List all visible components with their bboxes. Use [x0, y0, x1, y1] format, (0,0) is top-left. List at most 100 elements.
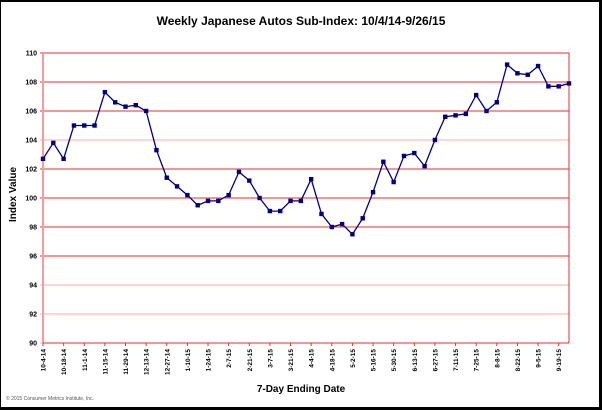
data-series — [40, 62, 572, 237]
data-point-marker — [51, 140, 56, 146]
chart-title: Weekly Japanese Autos Sub-Index: 10/4/14… — [156, 14, 446, 28]
data-point-marker — [71, 123, 77, 128]
data-point-marker — [525, 72, 530, 77]
data-point-marker — [61, 156, 66, 162]
y-axis-ticks: 90 92 94 96 98 100 102 104 106 108 110 — [25, 51, 37, 348]
y-tick-label: 94 — [29, 283, 37, 290]
frame-top-border — [0, 0, 602, 2]
series-line — [42, 63, 570, 236]
data-point-marker — [391, 179, 396, 185]
x-tick-label: 10-4-14 — [41, 349, 48, 372]
data-point-marker — [308, 176, 314, 182]
data-point-marker — [102, 89, 108, 95]
x-axis-label: 7-Day Ending Date — [256, 384, 346, 395]
data-point-marker — [226, 192, 231, 198]
y-tick-label: 96 — [29, 254, 37, 261]
data-point-marker — [319, 211, 324, 217]
x-tick-label: 3-21-15 — [288, 349, 295, 372]
data-point-marker — [412, 150, 417, 156]
data-point-marker — [432, 137, 438, 143]
x-tick-label: 12-27-14 — [164, 349, 171, 375]
data-point-marker — [453, 113, 458, 118]
x-tick-label: 11-1-14 — [82, 349, 89, 371]
x-tick-label: 4-4-15 — [309, 349, 316, 368]
data-point-marker — [473, 92, 479, 98]
data-point-marker — [133, 103, 139, 108]
data-point-marker — [556, 84, 561, 89]
x-tick-label: 5-30-15 — [391, 349, 398, 372]
gridlines — [40, 52, 570, 344]
y-tick-label: 92 — [29, 312, 37, 319]
data-point-marker — [195, 203, 200, 208]
data-point-marker — [205, 198, 211, 204]
x-tick-label: 7-11-15 — [453, 349, 460, 371]
x-tick-label: 9-5-15 — [536, 349, 543, 368]
x-tick-label: 1-24-15 — [206, 349, 213, 372]
x-tick-label: 8-8-15 — [494, 349, 501, 368]
y-tick-label: 108 — [25, 80, 37, 87]
data-point-marker — [82, 123, 87, 128]
x-tick-label: 1-10-15 — [185, 349, 192, 372]
y-tick-label: 102 — [25, 167, 37, 174]
x-tick-label: 2-21-15 — [247, 349, 254, 372]
x-tick-label: 5-16-15 — [371, 349, 378, 372]
data-point-marker — [40, 156, 46, 162]
data-point-marker — [484, 108, 489, 114]
data-point-marker — [267, 208, 273, 214]
copyright-notice: © 2015 Consumer Metrics Institute, Inc. — [6, 396, 94, 402]
data-point-marker — [360, 216, 365, 221]
data-point-marker — [370, 190, 376, 195]
data-point-marker — [164, 175, 169, 180]
data-point-marker — [247, 178, 252, 183]
y-tick-label: 100 — [25, 196, 37, 203]
data-point-marker — [174, 184, 180, 189]
data-point-marker — [329, 224, 334, 230]
y-tick-label: 106 — [25, 109, 37, 116]
data-point-marker — [216, 198, 221, 204]
y-tick-label: 110 — [26, 51, 37, 58]
data-point-marker — [288, 198, 293, 204]
x-tick-label: 9-19-15 — [556, 349, 563, 372]
data-point-marker — [112, 100, 118, 105]
data-point-marker — [381, 159, 386, 164]
x-tick-label: 4-18-15 — [329, 349, 336, 372]
y-tick-label: 104 — [25, 138, 37, 145]
data-point-marker — [123, 104, 128, 109]
x-axis-ticks: 10-4-14 10-18-14 11-1-14 11-15-14 11-29-14 12… — [41, 343, 563, 375]
x-tick-label: 12-13-14 — [144, 349, 151, 375]
data-point-marker — [566, 81, 572, 86]
x-tick-label: 11-29-14 — [123, 349, 130, 375]
data-point-marker — [185, 192, 190, 198]
x-tick-label: 6-13-15 — [412, 349, 419, 372]
data-point-marker — [422, 163, 427, 169]
y-tick-label: 90 — [29, 341, 37, 348]
data-point-marker — [257, 195, 262, 201]
y-tick-label: 98 — [29, 225, 37, 232]
x-tick-label: 5-2-15 — [350, 349, 357, 368]
data-point-marker — [350, 232, 355, 237]
x-tick-label: 8-22-15 — [515, 349, 522, 372]
x-tick-label: 10-18-14 — [61, 349, 68, 375]
data-point-marker — [154, 147, 159, 153]
data-point-marker — [494, 100, 500, 105]
data-point-marker — [92, 123, 97, 128]
data-point-marker — [504, 62, 510, 67]
x-tick-label: 7-25-15 — [474, 349, 481, 372]
data-point-marker — [401, 153, 407, 159]
data-point-marker — [278, 208, 283, 214]
data-point-marker — [339, 221, 345, 227]
data-point-marker — [535, 63, 541, 69]
data-point-marker — [546, 84, 551, 89]
x-tick-label: 6-27-15 — [432, 349, 439, 372]
x-tick-label: 2-7-15 — [226, 349, 233, 368]
data-point-marker — [443, 114, 448, 119]
data-point-marker — [298, 198, 304, 204]
data-point-marker — [143, 108, 149, 114]
data-point-marker — [236, 169, 242, 175]
data-point-marker — [515, 71, 520, 76]
data-point-marker — [463, 111, 469, 117]
x-tick-label: 3-7-15 — [267, 349, 274, 368]
x-tick-label: 11-15-14 — [102, 349, 109, 375]
